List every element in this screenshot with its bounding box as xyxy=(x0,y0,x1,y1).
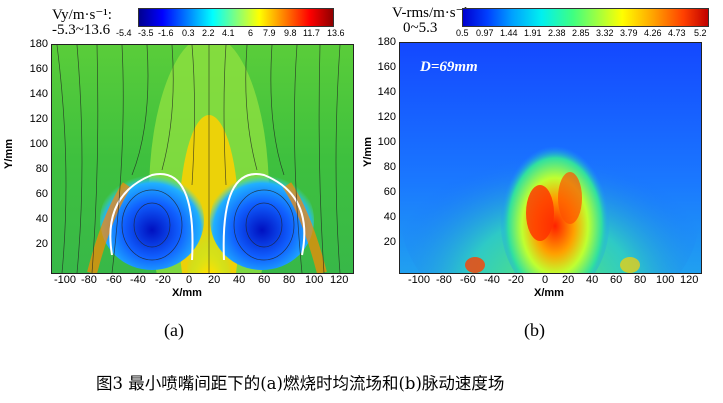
panel-b-ylabel: Y/mm xyxy=(361,137,374,167)
x-tick: 0 xyxy=(186,274,193,286)
panel-a-flowfield xyxy=(52,45,353,273)
x-tick: 20 xyxy=(562,274,575,286)
y-tick: 160 xyxy=(29,63,48,75)
x-tick: 0 xyxy=(542,274,549,286)
cb-a-tick: 9.8 xyxy=(284,28,297,38)
y-tick: 140 xyxy=(377,86,396,98)
y-tick: 60 xyxy=(383,186,396,198)
cb-b-tick: 0.5 xyxy=(456,28,469,38)
panel-a-title: Vy/m·s⁻¹: xyxy=(52,7,112,23)
x-tick: 60 xyxy=(610,274,623,286)
panel-a-x-ticks: -100 -80 -60 -40 -20 0 20 40 60 80 100 1… xyxy=(50,274,360,288)
x-tick: 120 xyxy=(330,274,349,286)
cb-b-tick: 1.91 xyxy=(524,28,542,38)
cb-b-tick: 5.2 xyxy=(694,28,707,38)
y-tick: 160 xyxy=(377,61,396,73)
cb-a-tick: 4.1 xyxy=(222,28,235,38)
x-tick: 40 xyxy=(233,274,246,286)
panel-b-xlabel: X/mm xyxy=(534,287,564,299)
panel-b-colorbar-ticks: 0.5 0.97 1.44 1.91 2.38 2.85 3.32 3.79 4… xyxy=(456,28,716,40)
panel-a-plot xyxy=(51,44,354,274)
x-tick: 40 xyxy=(586,274,599,286)
x-tick: -20 xyxy=(155,274,171,286)
x-tick: -40 xyxy=(484,274,500,286)
x-tick: 80 xyxy=(634,274,647,286)
cb-a-tick: 2.2 xyxy=(202,28,215,38)
x-tick: -100 xyxy=(408,274,431,286)
x-tick: 100 xyxy=(305,274,324,286)
x-tick: 60 xyxy=(258,274,271,286)
cb-a-tick: 11.7 xyxy=(303,28,320,38)
panel-b-colorbar xyxy=(462,8,709,27)
x-tick: -80 xyxy=(81,274,97,286)
cb-b-tick: 1.44 xyxy=(500,28,518,38)
y-tick: 20 xyxy=(383,236,396,248)
y-tick: 20 xyxy=(35,238,48,250)
y-tick: 80 xyxy=(35,163,48,175)
cb-b-tick: 3.79 xyxy=(620,28,638,38)
x-tick: 120 xyxy=(680,274,699,286)
cb-a-tick: -1.6 xyxy=(158,28,174,38)
panel-b-sublabel: (b) xyxy=(524,320,545,340)
x-tick: -100 xyxy=(54,274,77,286)
y-tick: 120 xyxy=(29,113,48,125)
panel-b-range: 0~5.3 xyxy=(403,20,438,36)
x-tick: 20 xyxy=(208,274,221,286)
panel-a-y-ticks: 180 160 140 120 100 80 60 40 20 xyxy=(18,38,48,258)
panel-b-rms-field xyxy=(400,43,701,273)
panel-a-colorbar xyxy=(138,8,334,27)
x-tick: -60 xyxy=(106,274,122,286)
panel-b-plot xyxy=(399,42,702,274)
panel-b-title: V-rms/m·s⁻¹ xyxy=(392,5,469,21)
y-tick: 60 xyxy=(35,188,48,200)
cb-a-tick: 7.9 xyxy=(263,28,276,38)
y-tick: 180 xyxy=(29,38,48,50)
cb-b-tick: 3.32 xyxy=(596,28,614,38)
x-tick: 80 xyxy=(283,274,296,286)
panel-a-xlabel: X/mm xyxy=(172,287,202,299)
panel-b-annotation: D=69mm xyxy=(420,59,478,75)
y-tick: 120 xyxy=(377,111,396,123)
cb-b-tick: 0.97 xyxy=(476,28,494,38)
panel-a-ylabel: Y/mm xyxy=(2,139,15,169)
cb-a-tick: -3.5 xyxy=(138,28,154,38)
cb-a-tick: 6 xyxy=(248,28,254,38)
cb-b-tick: 2.85 xyxy=(572,28,590,38)
panel-a-colorbar-ticks: -5.4 -3.5 -1.6 0.3 2.2 4.1 6 7.9 9.8 11.… xyxy=(116,28,356,40)
panel-a-range: -5.3~13.6 xyxy=(52,22,111,38)
cb-b-tick: 4.26 xyxy=(644,28,662,38)
cb-b-tick: 2.38 xyxy=(548,28,566,38)
y-tick: 100 xyxy=(377,136,396,148)
y-tick: 40 xyxy=(383,211,396,223)
panel-a-sublabel: (a) xyxy=(164,320,184,340)
cb-a-tick: -5.4 xyxy=(116,28,132,38)
figure-caption: 图3 最小喷嘴间距下的(a)燃烧时均流场和(b)脉动速度场 xyxy=(96,374,505,393)
x-tick: -40 xyxy=(130,274,146,286)
x-tick: -80 xyxy=(436,274,452,286)
x-tick: -60 xyxy=(460,274,476,286)
panel-b-y-ticks: 180 160 140 120 100 80 60 40 20 xyxy=(366,36,396,256)
y-tick: 140 xyxy=(29,88,48,100)
cb-a-tick: 0.3 xyxy=(182,28,195,38)
x-tick: 100 xyxy=(656,274,675,286)
panel-b-x-ticks: -100 -80 -60 -40 -20 0 20 40 60 80 100 1… xyxy=(398,274,710,288)
y-tick: 80 xyxy=(383,161,396,173)
y-tick: 100 xyxy=(29,138,48,150)
y-tick: 180 xyxy=(377,36,396,48)
x-tick: -20 xyxy=(508,274,524,286)
y-tick: 40 xyxy=(35,213,48,225)
cb-b-tick: 4.73 xyxy=(668,28,686,38)
cb-a-tick: 13.6 xyxy=(327,28,345,38)
